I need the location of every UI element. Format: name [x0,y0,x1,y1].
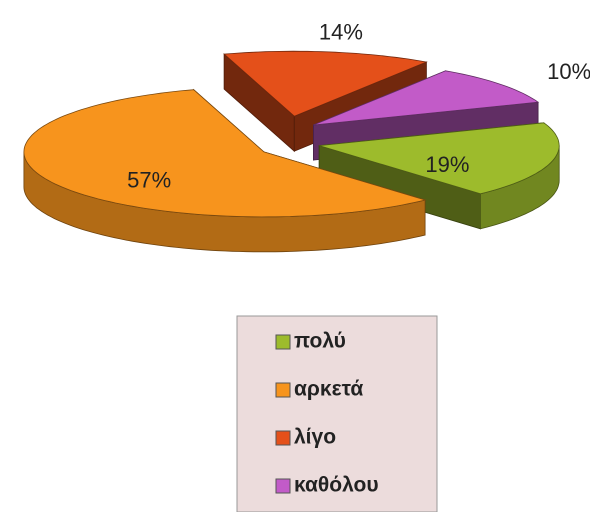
legend-box [236,315,438,513]
slice [23,89,427,218]
data-label: 10% [547,59,590,84]
data-label: 19% [425,152,469,177]
legend-label: πολύ [294,330,346,353]
data-label: 14% [319,20,363,45]
legend-label: αρκετά [294,378,363,401]
legend-swatch [275,334,291,350]
data-label: 57% [127,167,171,192]
slice [319,122,560,195]
slice [313,70,540,126]
legend-swatch [275,478,291,494]
legend-label: καθόλου [294,474,379,497]
legend-swatch [275,382,291,398]
slice [223,50,428,117]
legend-swatch [275,430,291,446]
legend-label: λίγο [294,426,336,449]
